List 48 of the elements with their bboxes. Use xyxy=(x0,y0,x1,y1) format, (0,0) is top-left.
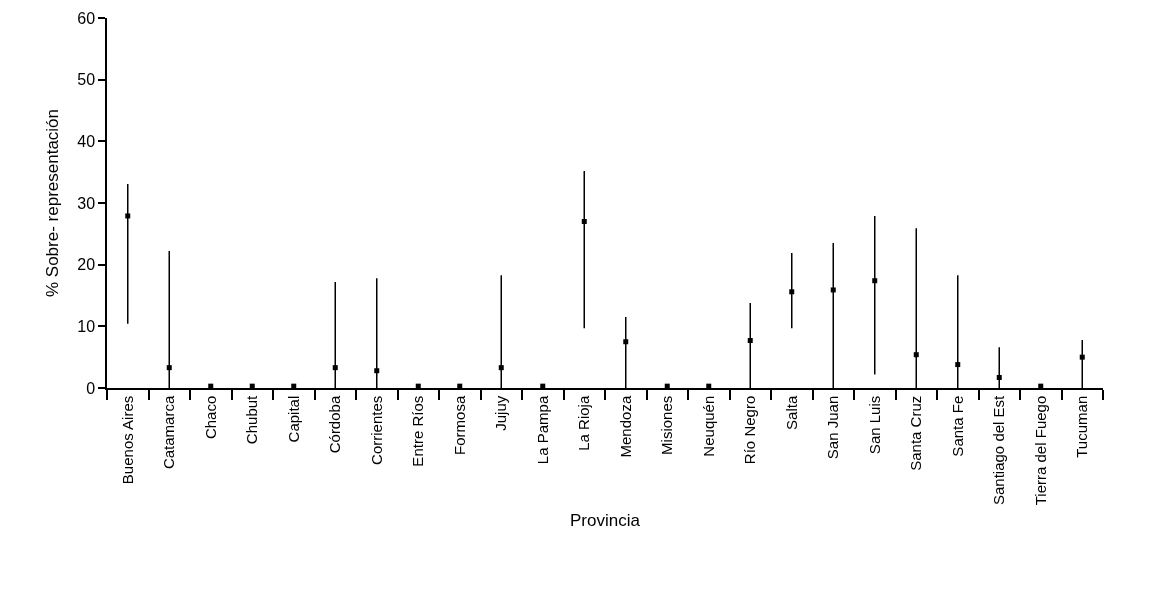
x-tick-label: La Pampa xyxy=(533,395,551,465)
y-tick-label: 10 xyxy=(77,317,96,335)
point xyxy=(374,368,380,374)
point xyxy=(498,365,504,371)
x-tick-label: Neuquén xyxy=(699,395,717,457)
point xyxy=(623,339,629,345)
x-tick-label: Río Negro xyxy=(741,395,759,465)
y-tick-label: 20 xyxy=(77,256,96,274)
x-tick-label: Mendoza xyxy=(616,395,634,458)
y-tick-label: 60 xyxy=(77,9,96,27)
x-tick-label: Santa Fe xyxy=(948,395,966,457)
point xyxy=(872,278,878,284)
x-tick-label: Buenos Aires xyxy=(118,395,136,485)
x-tick-label: La Rioja xyxy=(575,395,593,451)
point xyxy=(955,362,961,368)
x-tick-label: Misiones xyxy=(658,395,676,455)
point xyxy=(789,289,795,295)
x-tick-label: Formosa xyxy=(450,395,468,455)
x-tick-label: Córdoba xyxy=(326,395,344,454)
x-tick-label: Tucuman xyxy=(1073,395,1091,458)
point xyxy=(332,365,338,371)
x-tick-label: Catamarca xyxy=(160,395,178,470)
x-tick-label: Santa Cruz xyxy=(907,395,925,471)
x-tick-label: San Juan xyxy=(824,395,842,460)
x-tick-label: Corrientes xyxy=(367,395,385,465)
x-tick-label: Capital xyxy=(284,395,302,443)
x-tick-label: Entre Ríos xyxy=(409,395,427,467)
point xyxy=(1079,354,1085,360)
x-tick-label: Jujuy xyxy=(492,395,510,431)
point xyxy=(125,213,131,219)
y-tick-label: 0 xyxy=(86,379,96,397)
point xyxy=(581,219,587,224)
x-tick-label: Chubut xyxy=(243,394,261,445)
y-tick-label: 30 xyxy=(77,194,96,212)
x-tick-label: Tierra del Fuego xyxy=(1031,395,1049,506)
point xyxy=(996,375,1002,381)
y-tick-label: 40 xyxy=(77,132,96,150)
y-axis-title: % Sobre- representación xyxy=(43,108,63,298)
point xyxy=(830,287,836,293)
y-tick-label: 50 xyxy=(77,71,96,89)
x-axis-title: Provincia xyxy=(570,511,641,531)
x-tick-label: Salta xyxy=(782,395,800,430)
x-tick-label: San Luis xyxy=(865,395,883,455)
x-tick-label: Santiago del Est xyxy=(990,394,1008,505)
point xyxy=(166,365,172,371)
point xyxy=(913,352,919,358)
x-tick-label: Chaco xyxy=(201,395,219,440)
point xyxy=(747,338,753,344)
